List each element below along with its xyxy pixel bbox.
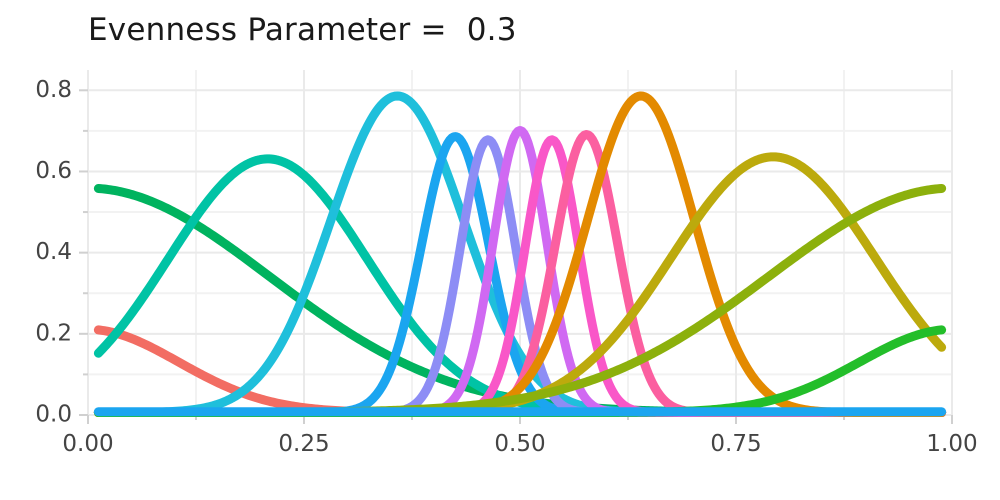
y-tick-label: 0.4 [35,239,72,265]
y-tick-label: 0.8 [35,77,72,103]
data-curves [93,91,947,418]
y-tick-label: 0.2 [35,320,72,346]
y-tick-label: 0.0 [35,402,72,428]
x-axis-tick-labels: 0.00 0.25 0.50 0.75 1.00 [62,431,977,457]
x-tick-label: 1.00 [926,431,977,457]
y-tick-label: 0.6 [35,158,72,184]
x-tick-label: 0.50 [494,431,545,457]
y-axis-tick-labels: 0.0 0.2 0.4 0.6 0.8 [35,77,72,428]
chart-title: Evenness Parameter = 0.3 [88,12,517,48]
x-tick-label: 0.00 [62,431,113,457]
x-tick-label: 0.25 [278,431,329,457]
x-tick-label: 0.75 [710,431,761,457]
